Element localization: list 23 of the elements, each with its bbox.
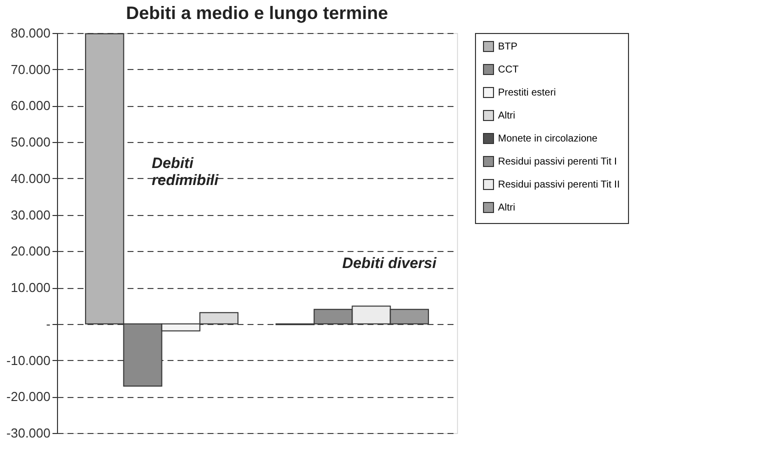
legend-label: Residui passivi perenti Tit I	[498, 156, 617, 168]
legend-label: BTP	[498, 42, 518, 52]
legend-label: CCT	[498, 64, 519, 76]
legend-label: Altri	[498, 202, 516, 214]
y-tick-label: -30.000	[6, 426, 50, 440]
legend-label: Monete in circolazione	[498, 134, 598, 144]
legend-label: Prestiti esteri	[498, 88, 556, 98]
chart-title: Debiti a medio e lungo termine	[126, 3, 388, 23]
legend-label: Altri	[498, 110, 516, 122]
annotation: Debiti diversi	[342, 255, 438, 272]
annotation: Debiti redimibili	[152, 155, 220, 189]
y-tick-label: 60.000	[10, 98, 50, 114]
y-tick-label: 10.000	[10, 280, 50, 296]
y-tick-label: 20.000	[10, 244, 50, 259]
y-tick-label: -20.000	[6, 389, 50, 404]
y-tick-label: 80.000	[10, 26, 50, 40]
y-tick-label: 40.000	[10, 170, 50, 186]
y-tick-label: -10.000	[6, 352, 50, 368]
y-tick-label: 50.000	[10, 134, 50, 150]
y-tick-label: -	[46, 316, 50, 332]
y-tick-label: 30.000	[10, 207, 50, 222]
legend-label: Residui passivi perenti Tit II	[498, 180, 620, 190]
y-tick-label: 70.000	[10, 62, 50, 77]
